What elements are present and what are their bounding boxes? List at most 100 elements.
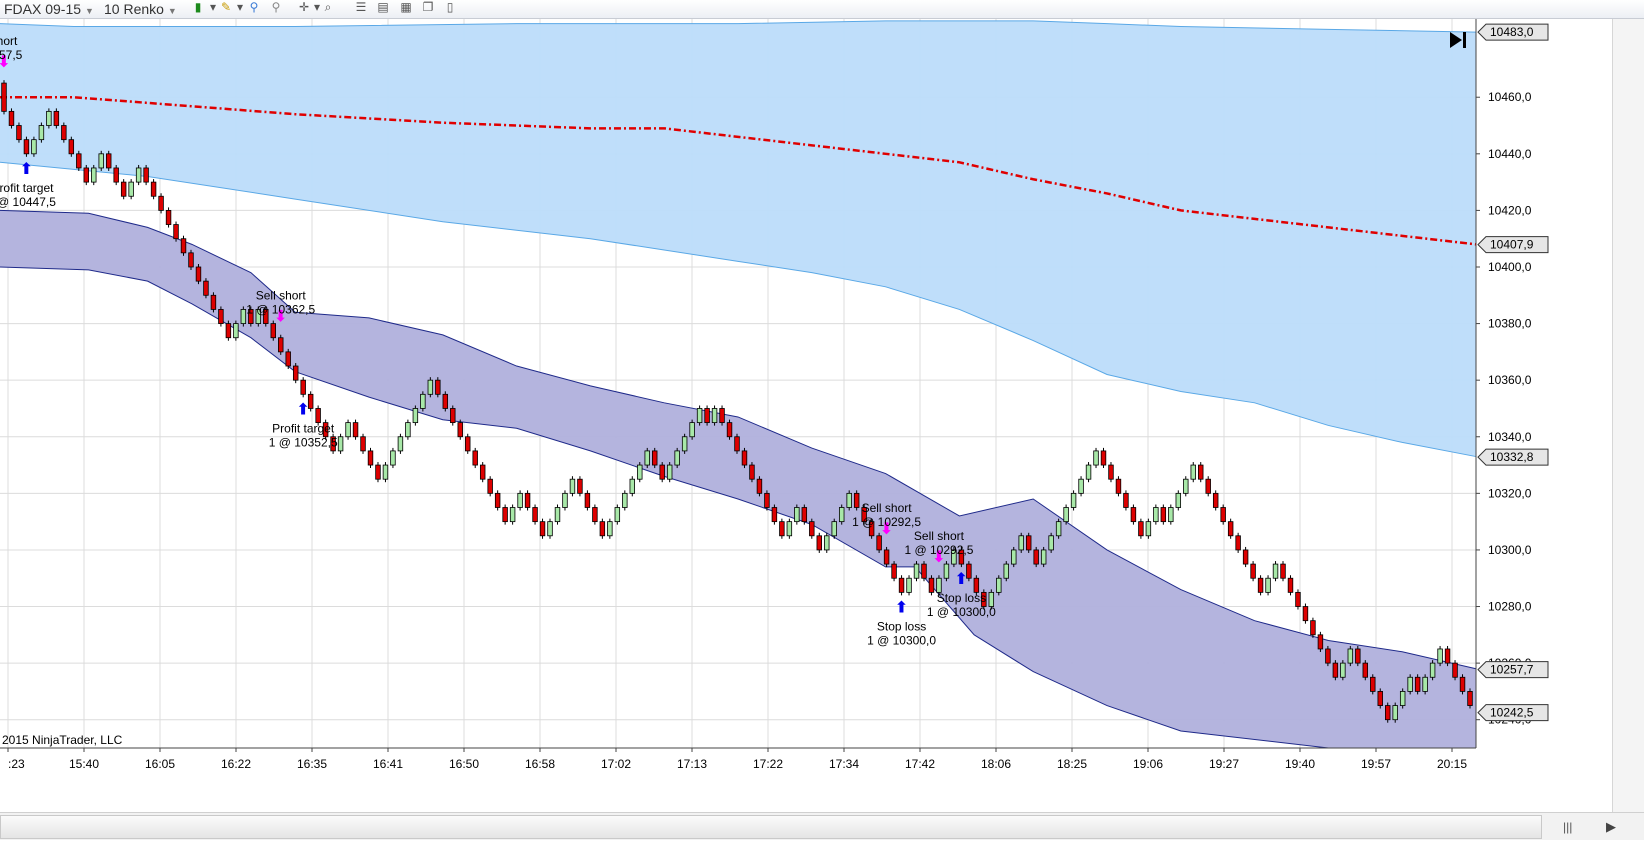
down-brick — [741, 450, 748, 466]
up-brick — [936, 577, 942, 593]
down-brick — [853, 492, 860, 508]
x-tick-label: 16:58 — [525, 757, 555, 771]
y-tick-label: 10340,0 — [1488, 430, 1532, 444]
up-brick — [1153, 507, 1159, 523]
down-brick — [143, 167, 149, 183]
down-brick — [719, 408, 725, 424]
down-brick — [928, 577, 935, 593]
y-axis-area — [1476, 18, 1612, 748]
up-brick — [674, 450, 680, 466]
down-brick — [704, 408, 710, 424]
price-tag-label: 10257,7 — [1490, 663, 1534, 677]
scrollbar-thumb[interactable] — [0, 815, 1542, 839]
upper-band-top-line — [0, 20, 1477, 33]
properties-icon[interactable]: ☰ — [355, 0, 367, 14]
down-brick — [1235, 535, 1241, 551]
x-axis-area — [0, 748, 1612, 812]
crosshair-icon[interactable]: ✛ — [298, 0, 310, 14]
down-brick — [1108, 464, 1114, 480]
chart-toolbar: FDAX 09-15 ▼ 10 Renko ▼ ▮ ▾ ✎ ▾ ⚲ ⚲ ✛ ▾ … — [0, 0, 1644, 19]
up-brick — [1407, 676, 1413, 692]
down-brick — [966, 563, 972, 579]
zoom-in-icon[interactable]: ⚲ — [249, 0, 259, 14]
up-brick — [547, 521, 553, 537]
down-brick — [659, 464, 665, 480]
x-tick-label: :23 — [8, 757, 25, 771]
down-brick — [1362, 662, 1369, 678]
scroll-to-end-button[interactable] — [1450, 32, 1466, 48]
x-tick-label: 16:05 — [145, 757, 175, 771]
scroll-right-arrow-icon[interactable]: ▶ — [1606, 819, 1616, 834]
copy-icon[interactable]: ❐ — [422, 0, 434, 14]
price-tag — [1477, 448, 1549, 466]
down-brick — [83, 167, 89, 183]
down-brick — [263, 309, 269, 324]
down-brick — [76, 153, 82, 169]
up-brick — [1399, 691, 1406, 706]
down-brick — [749, 464, 755, 480]
down-brick — [599, 521, 606, 537]
up-brick — [1422, 676, 1428, 692]
price-tag-label: 10483,0 — [1490, 25, 1534, 39]
up-brick — [1085, 464, 1092, 480]
down-brick — [779, 521, 785, 537]
down-brick — [1310, 620, 1316, 636]
data-box-icon[interactable]: ▦ — [400, 0, 412, 14]
up-brick — [629, 478, 636, 494]
chevron-down-icon[interactable]: ▾ — [209, 0, 217, 14]
trade-label: Stop loss — [937, 591, 986, 605]
down-brick — [652, 450, 658, 466]
down-brick — [876, 535, 882, 551]
down-brick — [494, 492, 501, 508]
zoom-out-icon[interactable]: ⚲ — [271, 0, 281, 14]
horizontal-scrollbar[interactable]: ||| ▶ — [0, 812, 1644, 841]
down-brick — [577, 478, 583, 494]
y-tick-label: 10400,0 — [1488, 260, 1532, 274]
chevron-down-icon: ▼ — [84, 6, 94, 16]
down-brick — [442, 393, 449, 409]
renko-chart[interactable]: ⬇ short0457,5 ⬆ rofit target@ 10447,5 ⬇ Sell … — [0, 0, 1612, 812]
down-brick — [1467, 691, 1473, 706]
up-brick — [1265, 577, 1271, 593]
price-tag-label: 10242,5 — [1490, 706, 1534, 720]
down-brick — [360, 436, 366, 452]
trade-price-label: 1 @ 10292,5 — [852, 515, 921, 529]
down-brick — [218, 309, 224, 324]
down-brick — [883, 549, 890, 565]
down-brick — [1227, 521, 1234, 537]
document-icon[interactable]: ▯ — [446, 0, 454, 14]
chevron-down-icon[interactable]: ▾ — [313, 0, 321, 14]
up-brick — [607, 521, 613, 537]
instrument-selector[interactable]: FDAX 09-15 ▼ — [4, 1, 94, 17]
x-tick-label: 20:15 — [1437, 757, 1467, 771]
up-brick — [1168, 507, 1174, 523]
up-brick — [1063, 507, 1069, 523]
down-brick — [225, 323, 232, 339]
down-brick — [1130, 507, 1137, 523]
up-brick — [988, 591, 995, 607]
up-brick — [517, 492, 523, 508]
down-brick — [1370, 676, 1376, 692]
trade-price-label: 1 @ 10300,0 — [867, 633, 936, 647]
up-brick — [786, 521, 793, 537]
trade-price-label: 0457,5 — [0, 48, 23, 62]
pencil-icon[interactable]: ✎ — [220, 0, 232, 14]
window-right-edge — [1612, 0, 1644, 812]
x-tick-label: 17:13 — [677, 757, 707, 771]
down-brick — [278, 337, 284, 353]
x-tick-label: 17:34 — [829, 757, 859, 771]
scroll-grip-icon[interactable]: ||| — [1563, 820, 1573, 834]
strategy-icon[interactable]: ▤ — [377, 0, 389, 14]
down-brick — [771, 507, 778, 523]
down-brick — [1332, 662, 1339, 678]
chevron-down-icon[interactable]: ▾ — [236, 0, 244, 14]
period-selector[interactable]: 10 Renko ▼ — [104, 1, 177, 17]
price-tag — [1477, 23, 1549, 41]
down-brick — [1257, 577, 1264, 593]
sell-arrow-icon: ⬇ — [932, 547, 945, 566]
y-tick-label: 10360,0 — [1488, 373, 1532, 387]
search-icon[interactable]: ⌕ — [324, 0, 332, 14]
up-brick — [420, 393, 426, 409]
down-brick — [524, 492, 531, 508]
candlestick-icon[interactable]: ▮ — [194, 0, 202, 14]
